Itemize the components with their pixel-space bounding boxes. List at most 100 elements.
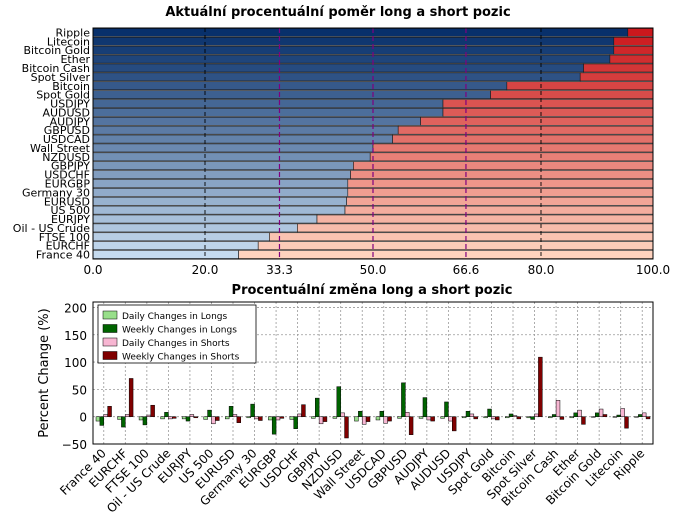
long-bar (92, 54, 611, 64)
change-bar (207, 409, 212, 417)
short-bar (344, 205, 654, 215)
change-bar (336, 386, 341, 417)
change-bar (228, 406, 234, 417)
change-bar (634, 416, 639, 418)
change-bar (555, 400, 561, 417)
change-bar (538, 356, 543, 417)
change-bar (401, 382, 406, 417)
change-bar (246, 416, 251, 419)
change-bar (236, 416, 242, 423)
change-bar (487, 408, 492, 417)
long-bar (92, 108, 444, 117)
change-bar (293, 416, 298, 429)
change-bar (491, 416, 496, 420)
plot-frame (92, 301, 654, 445)
change-bar (473, 416, 478, 420)
short-bar (346, 196, 654, 206)
change-bar (620, 408, 625, 417)
long-bar (92, 81, 508, 91)
category-label: AUDJPY (50, 115, 91, 128)
long-bar (92, 28, 629, 37)
short-bar (442, 99, 654, 108)
change-bar (128, 378, 134, 417)
change-bar (168, 416, 173, 420)
legend-label: Weekly Changes in Longs (122, 326, 237, 336)
change-bar (117, 416, 122, 420)
change-bar (645, 416, 651, 420)
change-bar (440, 416, 445, 419)
category-label: EURUSD (44, 195, 90, 208)
change-bar (160, 416, 165, 420)
change-bar (103, 414, 108, 417)
change-bar (258, 416, 263, 421)
y-tick-label: 150 (64, 329, 87, 343)
category-label: Spot Silver (31, 71, 91, 84)
change-bar (602, 414, 608, 417)
short-bar (609, 54, 654, 64)
change-bar (146, 414, 151, 417)
change-bar (422, 397, 428, 417)
change-bar (289, 416, 294, 420)
category-label: USDCAD (43, 133, 90, 146)
change-bar (121, 416, 126, 428)
short-bar (420, 116, 654, 126)
change-bar (354, 416, 359, 422)
long-bar (92, 45, 615, 55)
change-bar (548, 416, 553, 419)
y-tick-label: 0 (79, 411, 87, 425)
long-bar (92, 196, 347, 206)
long-bar (92, 161, 354, 171)
long-bar (92, 250, 239, 259)
change-bar (591, 416, 596, 418)
category-label: Germany 30 (22, 186, 90, 199)
change-bar (332, 416, 338, 419)
category-label: AUDUSD (42, 106, 90, 119)
legend-swatch (102, 337, 118, 347)
category-label: USDJPY (50, 98, 90, 111)
legend-label: Daily Changes in Longs (122, 312, 227, 322)
long-bar (92, 241, 259, 251)
long-bar (92, 36, 615, 46)
short-bar (353, 161, 654, 171)
change-bar (504, 416, 510, 419)
short-bar (627, 28, 654, 37)
legend-label: Weekly Changes in Shorts (122, 353, 240, 363)
category-label: Oil - US Crude (13, 222, 90, 235)
change-bar (526, 416, 531, 419)
change-bar (483, 416, 488, 419)
category-label: Litecoin (47, 35, 90, 48)
change-bar (612, 416, 618, 418)
x-tick-label: 80.0 (528, 263, 555, 277)
change-bar (418, 416, 424, 419)
change-bar (315, 397, 320, 417)
change-bar (215, 416, 220, 421)
long-bar (92, 99, 444, 108)
long-bar (92, 125, 399, 135)
short-bar (372, 143, 654, 153)
category-label: Bitcoin Cash (22, 62, 90, 75)
category-label: France 40 (36, 249, 90, 262)
change-bar (95, 416, 101, 422)
short-bar (316, 214, 654, 224)
change-bar (193, 416, 198, 419)
long-bar (92, 134, 393, 144)
long-bar (92, 63, 584, 73)
category-label: Ripple (56, 26, 91, 39)
short-bar (238, 250, 654, 259)
change-bar (164, 412, 169, 417)
x-tick-label: 66.6 (453, 263, 480, 277)
short-bar (350, 170, 654, 179)
change-bar (189, 414, 195, 417)
change-bar (232, 414, 238, 417)
change-bar (185, 416, 191, 422)
change-bar (405, 412, 410, 417)
change-bar (142, 416, 148, 426)
category-label: EURJPY (51, 213, 90, 226)
change-bar (150, 404, 155, 417)
long-bar (92, 188, 349, 197)
change-bar (397, 416, 402, 419)
change-bar (641, 412, 647, 417)
long-bar (92, 170, 351, 179)
x-tick-label: 0.0 (83, 263, 102, 277)
